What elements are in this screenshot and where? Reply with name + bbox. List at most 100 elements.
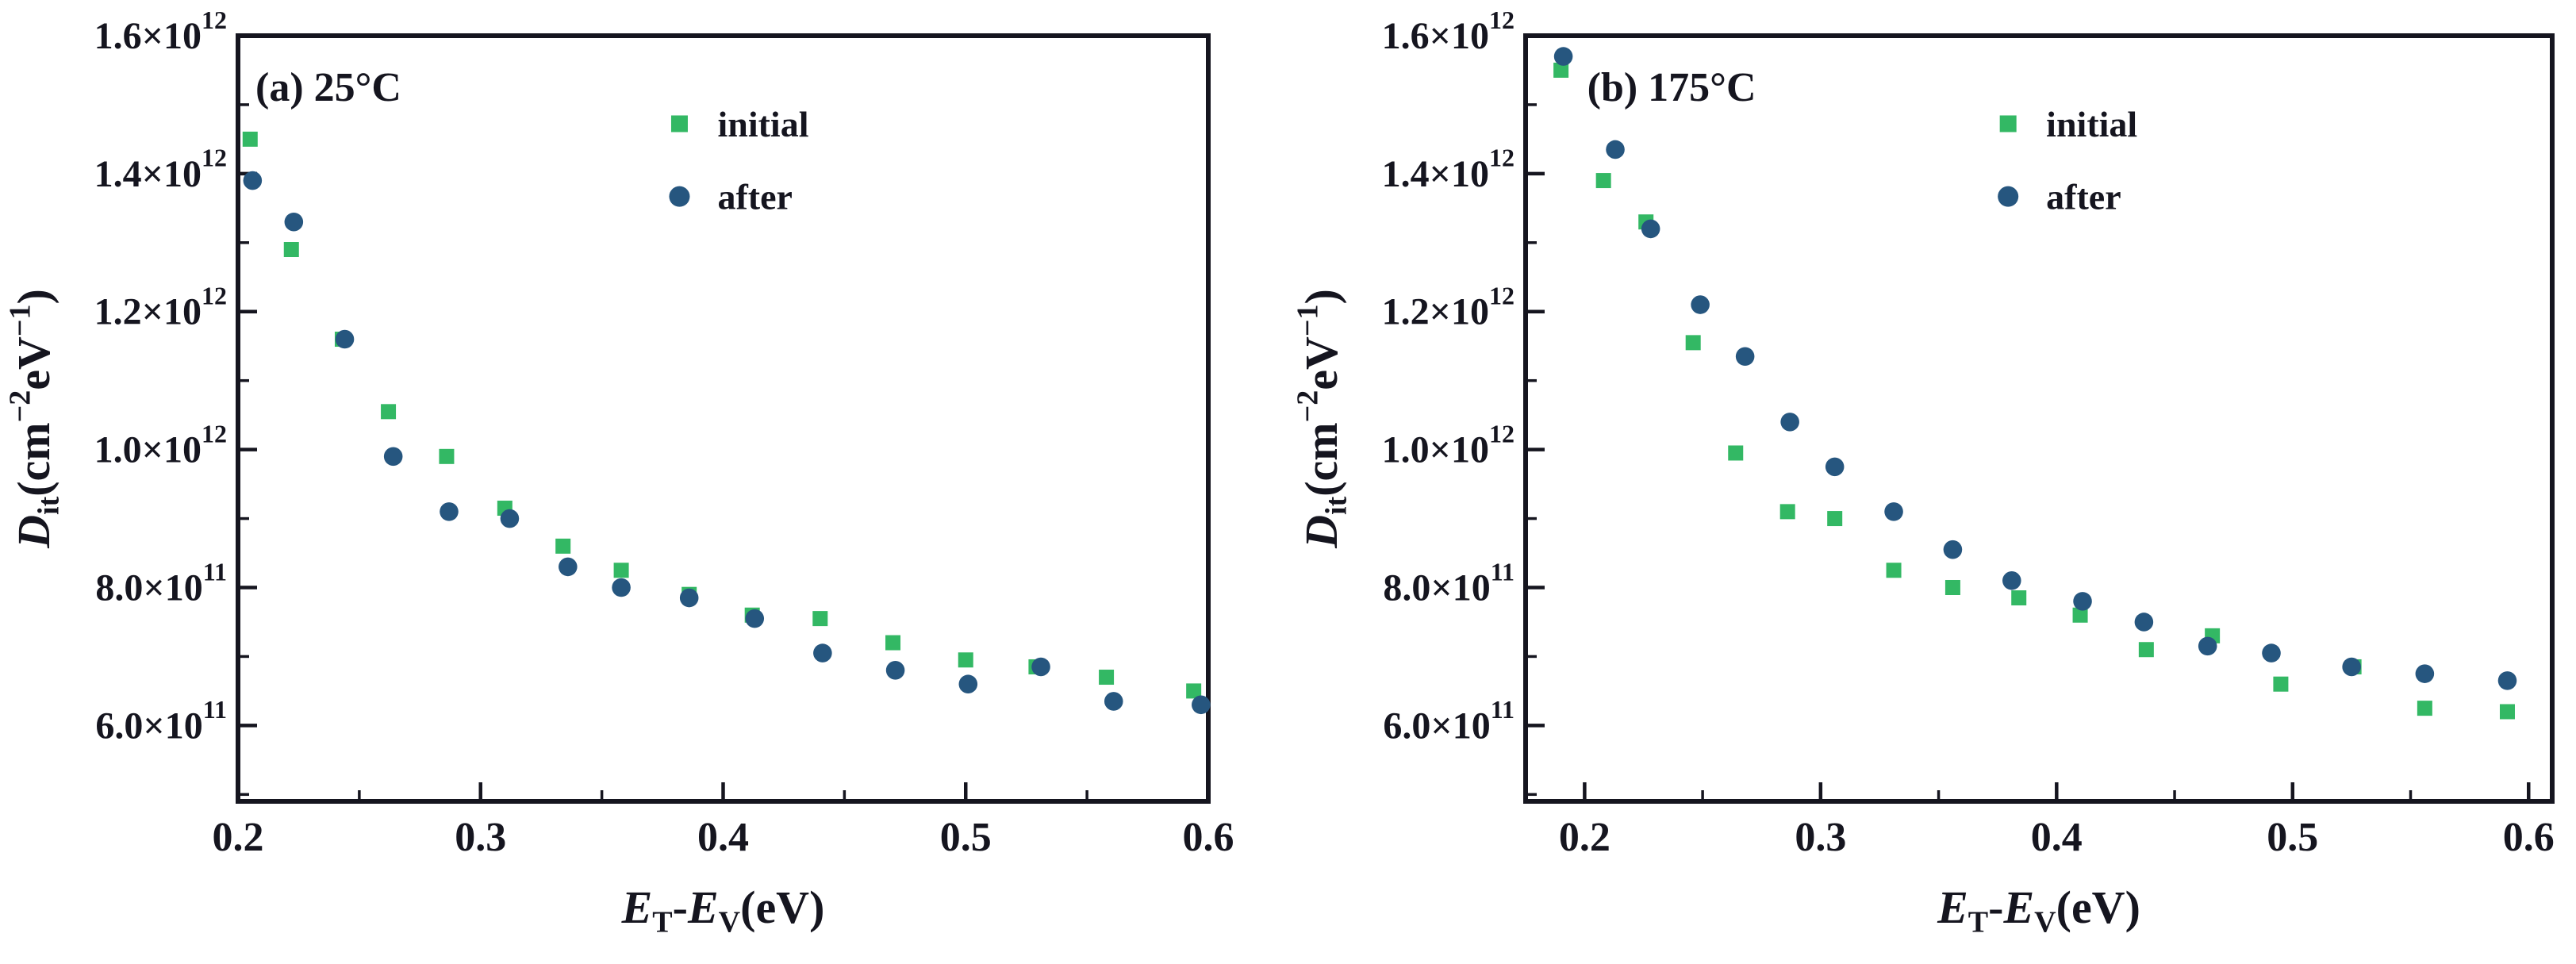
panel-a: 0.2 0.3 0.4 0.5 0.6 6.0×1011 8.0×1011 1.0×1012 1… bbox=[3, 5, 1234, 939]
data-point-after bbox=[243, 171, 263, 190]
data-point-after bbox=[2342, 657, 2361, 677]
y-tick-label: 1.4×1012 bbox=[94, 144, 227, 195]
legend-marker-initial bbox=[670, 115, 688, 133]
y-tick-label: 8.0×1011 bbox=[95, 557, 227, 609]
data-point-after bbox=[813, 643, 832, 663]
data-point-after bbox=[284, 212, 304, 232]
y-tick-label: 1.2×1012 bbox=[1382, 282, 1515, 333]
y-axis-label: Dit(cm−2eV−1) bbox=[4, 289, 66, 549]
y-tick-label: 6.0×1011 bbox=[95, 695, 227, 747]
data-point-after bbox=[1606, 140, 1625, 159]
x-axis-label: ET-EV(eV) bbox=[621, 881, 825, 939]
data-point-initial bbox=[1886, 563, 1902, 578]
data-point-after bbox=[1780, 413, 1799, 432]
data-point-after bbox=[1104, 692, 1123, 711]
data-point-after bbox=[335, 329, 355, 349]
data-point-after bbox=[2073, 592, 2092, 611]
data-point-after bbox=[1553, 47, 1573, 66]
data-point-after bbox=[2415, 664, 2435, 683]
data-point-initial bbox=[242, 131, 258, 147]
x-axis-label: ET-EV(eV) bbox=[1937, 881, 2140, 939]
data-point-initial bbox=[381, 404, 397, 420]
data-point-after bbox=[1825, 457, 1845, 477]
y-tick-label: 1.0×1012 bbox=[94, 419, 227, 470]
x-tick-label: 0.4 bbox=[2031, 815, 2083, 860]
data-point-after bbox=[1943, 540, 1963, 559]
data-point-after bbox=[958, 674, 978, 693]
x-tick-label: 0.6 bbox=[2503, 815, 2555, 860]
x-tick-label: 0.2 bbox=[1559, 815, 1610, 860]
data-point-initial bbox=[958, 652, 973, 668]
data-point-initial bbox=[885, 635, 901, 651]
x-tick-label: 0.3 bbox=[455, 815, 506, 860]
legend-label-initial: initial bbox=[2046, 103, 2137, 144]
x-tick-label: 0.6 bbox=[1183, 815, 1234, 860]
data-point-after bbox=[559, 557, 578, 577]
data-point-initial bbox=[1728, 445, 1744, 461]
data-point-after bbox=[1641, 219, 1660, 239]
data-point-after bbox=[1691, 295, 1710, 314]
data-point-initial bbox=[555, 538, 571, 554]
data-point-initial bbox=[2273, 676, 2289, 692]
data-point-after bbox=[2497, 671, 2517, 690]
legend-marker-after bbox=[1998, 186, 2019, 207]
x-tick-label: 0.5 bbox=[940, 815, 992, 860]
chart-panel-a: 0.2 0.3 0.4 0.5 0.6 6.0×1011 8.0×1011 1.0×1012 1… bbox=[4, 6, 1234, 939]
data-point-after bbox=[679, 588, 699, 608]
y-tick-label: 1.6×1012 bbox=[94, 6, 227, 57]
panel-label: (a) 25°C bbox=[255, 65, 401, 110]
data-point-after bbox=[1735, 347, 1755, 367]
data-point-initial bbox=[1099, 670, 1115, 686]
data-point-initial bbox=[2072, 607, 2088, 623]
y-tick-label: 1.4×1012 bbox=[1382, 144, 1515, 195]
data-point-after bbox=[440, 502, 459, 521]
data-point-initial bbox=[283, 242, 299, 258]
x-tick-label: 0.2 bbox=[213, 815, 264, 860]
chart-panel-b: 0.2 0.3 0.4 0.5 0.6 6.0×1011 8.0×1011 1.0×1012 1… bbox=[1292, 6, 2555, 939]
data-point-initial bbox=[1595, 173, 1611, 189]
x-tick-label: 0.3 bbox=[1795, 815, 1846, 860]
legend-label-after: after bbox=[717, 176, 792, 217]
data-point-after bbox=[383, 447, 403, 467]
data-point-initial bbox=[613, 563, 629, 578]
x-tick-label: 0.4 bbox=[697, 815, 749, 860]
data-point-initial bbox=[1827, 511, 1843, 527]
data-point-initial bbox=[1779, 504, 1795, 520]
data-point-initial bbox=[1685, 335, 1701, 351]
panel-b: 0.2 0.3 0.4 0.5 0.6 6.0×1011 8.0×1011 1.0×1012 1… bbox=[1288, 0, 2576, 964]
legend-label-after: after bbox=[2046, 176, 2121, 217]
axis-frame bbox=[1523, 33, 2555, 804]
x-tick-label: 0.5 bbox=[2267, 815, 2318, 860]
data-point-initial bbox=[1944, 579, 1960, 595]
legend-marker-initial bbox=[1999, 115, 2017, 133]
data-point-initial bbox=[812, 611, 828, 627]
data-point-after bbox=[1031, 657, 1050, 677]
data-point-after bbox=[2002, 571, 2021, 590]
y-axis-label: Dit(cm−2eV−1) bbox=[1292, 289, 1353, 549]
data-point-initial bbox=[1186, 683, 1202, 699]
data-point-initial bbox=[2417, 701, 2432, 716]
data-point-after bbox=[2198, 636, 2217, 656]
data-point-after bbox=[1192, 695, 1211, 715]
panel-label: (b) 175°C bbox=[1587, 65, 1756, 110]
data-point-after bbox=[612, 578, 631, 597]
legend-marker-after bbox=[669, 186, 690, 207]
y-tick-label: 1.2×1012 bbox=[94, 282, 227, 333]
data-point-after bbox=[1884, 502, 1903, 521]
data-point-after bbox=[745, 609, 765, 628]
data-point-initial bbox=[439, 448, 455, 464]
y-tick-label: 6.0×1011 bbox=[1383, 695, 1515, 747]
legend-label-initial: initial bbox=[717, 103, 808, 144]
data-point-after bbox=[2134, 613, 2154, 632]
y-tick-label: 8.0×1011 bbox=[1383, 557, 1515, 609]
data-point-after bbox=[885, 661, 905, 680]
data-point-after bbox=[500, 509, 520, 528]
data-point-initial bbox=[2011, 590, 2027, 606]
data-point-initial bbox=[2138, 642, 2154, 658]
data-point-after bbox=[2262, 643, 2281, 663]
data-point-initial bbox=[2499, 704, 2515, 720]
y-tick-label: 1.0×1012 bbox=[1382, 419, 1515, 470]
data-point-initial bbox=[1553, 62, 1569, 78]
y-tick-label: 1.6×1012 bbox=[1382, 6, 1515, 57]
